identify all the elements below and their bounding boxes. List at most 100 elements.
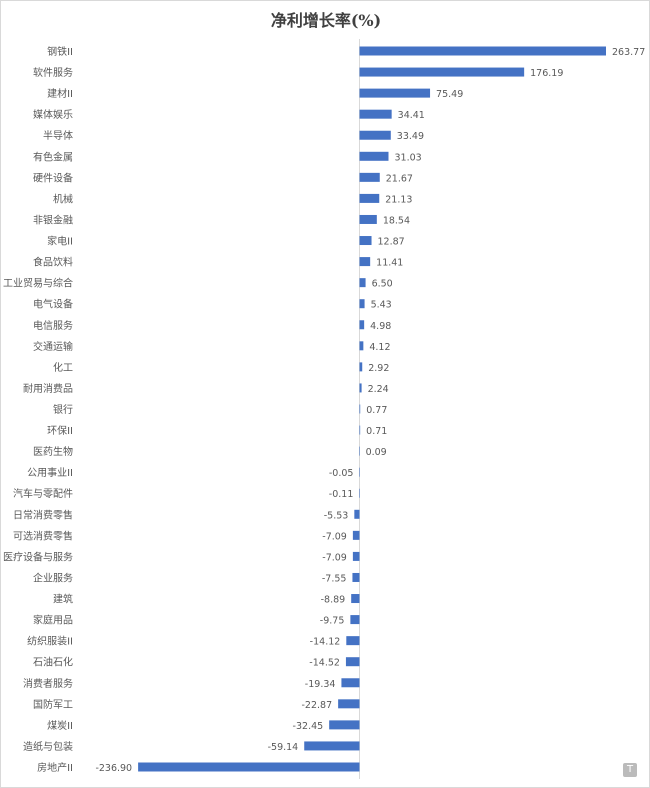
data-label: -236.90 bbox=[95, 763, 132, 774]
bar bbox=[359, 425, 361, 435]
bar bbox=[329, 720, 360, 730]
bar bbox=[359, 362, 363, 372]
data-label: 6.50 bbox=[372, 279, 393, 290]
category-label: 电气设备 bbox=[33, 298, 73, 311]
data-label: -19.34 bbox=[305, 679, 336, 690]
category-label: 消费者服务 bbox=[23, 677, 73, 690]
data-label: 11.41 bbox=[376, 258, 403, 269]
category-label: 煤炭II bbox=[47, 719, 73, 732]
bar bbox=[359, 151, 389, 161]
bar bbox=[359, 236, 372, 246]
data-label: -7.55 bbox=[322, 573, 347, 584]
category-label: 纺织服装II bbox=[27, 635, 73, 648]
bar bbox=[359, 214, 377, 224]
data-label: -0.11 bbox=[329, 489, 354, 500]
bar bbox=[359, 278, 366, 288]
category-label: 交通运输 bbox=[33, 340, 73, 353]
bar bbox=[351, 594, 360, 604]
category-label: 家庭用品 bbox=[33, 614, 73, 627]
data-label: 176.19 bbox=[530, 68, 563, 79]
bar bbox=[341, 678, 360, 688]
category-label: 半导体 bbox=[43, 129, 73, 142]
bar bbox=[304, 741, 360, 751]
category-label: 造纸与包装 bbox=[23, 740, 73, 753]
data-label: -22.87 bbox=[302, 700, 333, 711]
bar bbox=[359, 383, 362, 393]
bar bbox=[338, 699, 360, 709]
data-label: -32.45 bbox=[293, 721, 324, 732]
category-label: 建材II bbox=[47, 87, 73, 100]
data-label: 0.71 bbox=[366, 426, 387, 437]
bar bbox=[359, 193, 380, 203]
category-label: 有色金属 bbox=[33, 150, 73, 163]
category-label: 非银金融 bbox=[33, 213, 73, 226]
data-label: -7.09 bbox=[322, 552, 347, 563]
category-label: 工业贸易与综合 bbox=[3, 277, 73, 290]
bar bbox=[350, 615, 360, 625]
bar bbox=[359, 299, 365, 309]
data-label: -5.53 bbox=[324, 510, 349, 521]
category-label: 家电II bbox=[47, 235, 73, 248]
category-label: 机械 bbox=[53, 192, 73, 205]
bar bbox=[359, 257, 371, 267]
category-label: 国防军工 bbox=[33, 698, 73, 711]
data-label: 18.54 bbox=[383, 215, 410, 226]
data-label: 0.77 bbox=[366, 405, 387, 416]
bar bbox=[359, 67, 525, 77]
data-label: -9.75 bbox=[320, 616, 345, 627]
data-label: -0.05 bbox=[329, 468, 354, 479]
chart-title: 净利增长率(%) bbox=[270, 11, 382, 30]
data-label: 34.41 bbox=[398, 110, 425, 121]
data-label: -14.52 bbox=[309, 658, 340, 669]
data-label: -8.89 bbox=[321, 595, 346, 606]
category-label: 化工 bbox=[53, 361, 73, 374]
data-label: 4.12 bbox=[369, 342, 390, 353]
category-label: 银行 bbox=[53, 403, 73, 416]
bar bbox=[359, 46, 606, 56]
category-label: 医药生物 bbox=[33, 445, 73, 458]
bar bbox=[138, 762, 360, 772]
category-label: 企业服务 bbox=[33, 571, 73, 584]
category-label: 可选消费零售 bbox=[13, 529, 73, 542]
category-label: 医疗设备与服务 bbox=[3, 550, 73, 563]
watermark-logo: T bbox=[623, 763, 637, 777]
category-label: 建筑 bbox=[53, 593, 73, 606]
bar bbox=[354, 509, 360, 519]
category-label: 食品饮料 bbox=[33, 256, 73, 269]
category-label: 石油石化 bbox=[33, 656, 73, 669]
bar bbox=[359, 88, 431, 98]
data-label: 12.87 bbox=[378, 237, 405, 248]
bar bbox=[352, 572, 360, 582]
data-label: 0.09 bbox=[366, 447, 387, 458]
bar bbox=[359, 130, 391, 140]
bar bbox=[346, 636, 360, 646]
data-label: 75.49 bbox=[436, 89, 463, 100]
category-label: 钢铁II bbox=[47, 45, 73, 58]
bar bbox=[359, 172, 380, 182]
data-label: 21.13 bbox=[385, 194, 412, 205]
category-label: 硬件设备 bbox=[33, 171, 73, 184]
data-label: 263.77 bbox=[612, 47, 645, 58]
bar bbox=[345, 657, 360, 667]
bar bbox=[359, 404, 361, 414]
bar bbox=[359, 341, 364, 351]
category-label: 日常消费零售 bbox=[13, 508, 73, 521]
data-label: 21.67 bbox=[386, 173, 413, 184]
category-label: 电信服务 bbox=[33, 319, 73, 332]
data-label: 2.92 bbox=[368, 363, 389, 374]
category-label: 房地产II bbox=[37, 761, 73, 774]
bar bbox=[359, 488, 360, 498]
category-label: 公用事业II bbox=[27, 466, 73, 479]
data-label: 2.24 bbox=[368, 384, 389, 395]
data-label: -7.09 bbox=[322, 531, 347, 542]
data-label: 4.98 bbox=[370, 321, 391, 332]
bar bbox=[352, 530, 360, 540]
category-label: 媒体娱乐 bbox=[33, 108, 73, 121]
data-label: 5.43 bbox=[371, 300, 392, 311]
data-label: 31.03 bbox=[394, 152, 421, 163]
data-label: -59.14 bbox=[268, 742, 299, 753]
data-label: 33.49 bbox=[397, 131, 424, 142]
category-label: 汽车与零配件 bbox=[13, 487, 73, 500]
